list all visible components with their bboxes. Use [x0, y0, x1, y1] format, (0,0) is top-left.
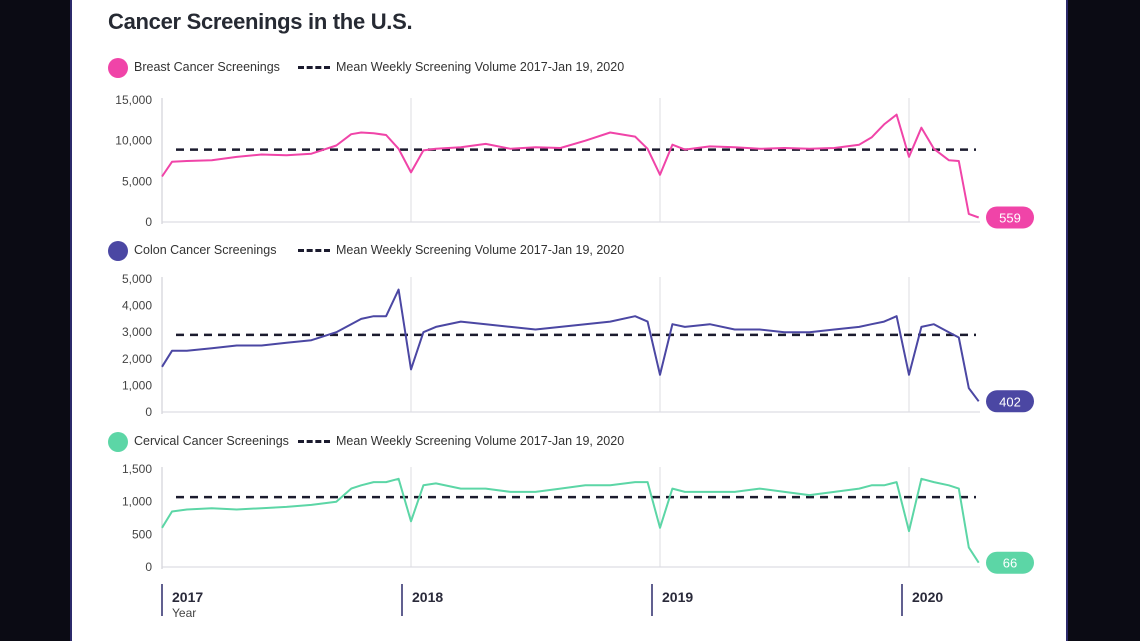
colon-ytick-label: 5,000 — [122, 272, 152, 286]
colon-legend-label: Colon Cancer Screenings — [134, 243, 277, 257]
colon-ytick-label: 3,000 — [122, 325, 152, 339]
mean-dash-icon — [298, 440, 330, 443]
colon-end-badge — [986, 390, 1034, 413]
breast-legend-dot — [108, 58, 128, 78]
breast-ytick-label: 0 — [145, 215, 152, 229]
breast-ytick-label: 10,000 — [115, 134, 152, 148]
colon-ytick-label: 0 — [145, 405, 152, 419]
cervical-ytick-label: 500 — [132, 527, 152, 541]
x-axis-label: Year — [172, 606, 196, 620]
page-title: Cancer Screenings in the U.S. — [108, 9, 413, 34]
cervical-series-line — [161, 477, 980, 564]
year-label-2019: 2019 — [662, 589, 693, 605]
cervical-legend-label: Cervical Cancer Screenings — [134, 434, 289, 448]
colon-legend-dot — [108, 241, 128, 261]
cervical-end-badge — [986, 551, 1034, 574]
right-edge-line — [1066, 0, 1068, 641]
mean-dash-icon — [298, 66, 330, 69]
year-label-2017: 2017 — [172, 589, 203, 605]
cervical-ytick-label: 0 — [145, 560, 152, 574]
colon-series-line — [161, 288, 980, 402]
mean-dash-icon — [298, 249, 330, 252]
cervical-ytick-label: 1,500 — [122, 462, 152, 476]
breast-end-value: 559 — [999, 210, 1021, 225]
cervical-end-value: 66 — [1003, 556, 1017, 571]
colon-end-value: 402 — [999, 394, 1021, 409]
chart-panel — [72, 0, 1068, 641]
breast-ytick-label: 5,000 — [122, 174, 152, 188]
mean-legend-label: Mean Weekly Screening Volume 2017-Jan 19… — [336, 243, 625, 257]
cervical-ytick-label: 1,000 — [122, 495, 152, 509]
year-label-2020: 2020 — [912, 589, 943, 605]
colon-ytick-label: 2,000 — [122, 352, 152, 366]
breast-ytick-label: 15,000 — [115, 93, 152, 107]
breast-legend-label: Breast Cancer Screenings — [134, 60, 280, 74]
colon-ytick-label: 1,000 — [122, 378, 152, 392]
year-label-2018: 2018 — [412, 589, 443, 605]
left-edge-line — [70, 0, 72, 641]
mean-legend-label: Mean Weekly Screening Volume 2017-Jan 19… — [336, 434, 625, 448]
breast-series-line — [161, 113, 980, 219]
breast-end-badge — [986, 206, 1034, 229]
mean-legend-label: Mean Weekly Screening Volume 2017-Jan 19… — [336, 60, 625, 74]
colon-ytick-label: 4,000 — [122, 299, 152, 313]
cervical-legend-dot — [108, 432, 128, 452]
